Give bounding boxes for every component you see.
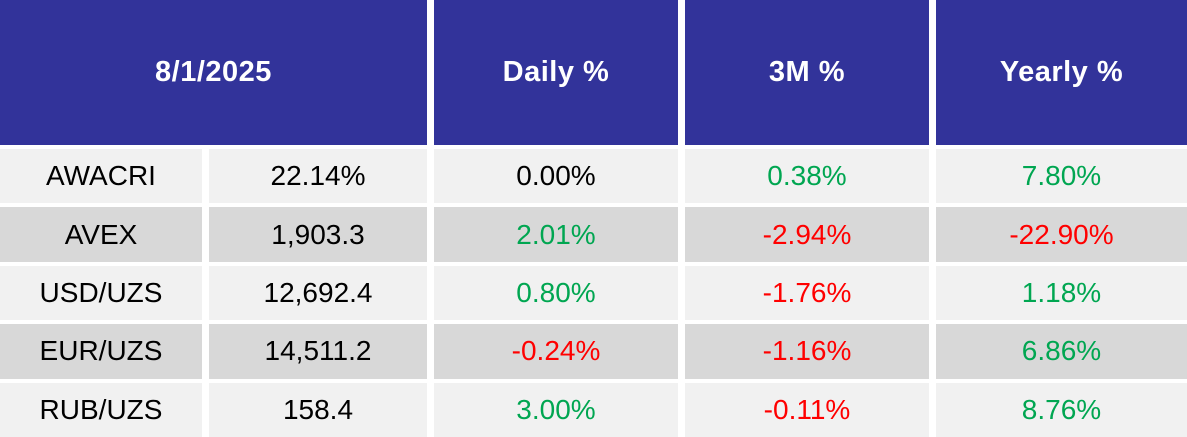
daily-percent-cell: -0.24% bbox=[434, 324, 678, 379]
daily-percent-cell: 0.00% bbox=[434, 149, 678, 204]
header-3m-cell: 3M % bbox=[685, 0, 929, 145]
header-daily-cell: Daily % bbox=[434, 0, 678, 145]
3m-percent-cell: -0.11% bbox=[685, 382, 929, 437]
3m-percent-cell: -1.16% bbox=[685, 324, 929, 379]
instrument-label: RUB/UZS bbox=[0, 382, 202, 437]
yearly-percent-cell: 1.18% bbox=[936, 265, 1187, 321]
instrument-value: 1,903.3 bbox=[209, 207, 427, 262]
instrument-label: AWACRI bbox=[0, 149, 202, 204]
yearly-percent-cell: 8.76% bbox=[936, 382, 1187, 437]
daily-percent-cell: 3.00% bbox=[434, 382, 678, 437]
instrument-value: 22.14% bbox=[209, 149, 427, 204]
3m-percent-cell: -2.94% bbox=[685, 207, 929, 262]
3m-percent-cell: 0.38% bbox=[685, 149, 929, 204]
yearly-percent-cell: 6.86% bbox=[936, 324, 1187, 379]
header-date-cell: 8/1/2025 bbox=[0, 0, 427, 145]
yearly-percent-cell: -22.90% bbox=[936, 207, 1187, 262]
instrument-value: 158.4 bbox=[209, 382, 427, 437]
instrument-label: AVEX bbox=[0, 207, 202, 262]
header-yearly-cell: Yearly % bbox=[936, 0, 1187, 145]
3m-percent-cell: -1.76% bbox=[685, 265, 929, 321]
instrument-label: EUR/UZS bbox=[0, 324, 202, 379]
instrument-label: USD/UZS bbox=[0, 265, 202, 321]
instrument-value: 14,511.2 bbox=[209, 324, 427, 379]
yearly-percent-cell: 7.80% bbox=[936, 149, 1187, 204]
daily-percent-cell: 2.01% bbox=[434, 207, 678, 262]
daily-percent-cell: 0.80% bbox=[434, 265, 678, 321]
instrument-value: 12,692.4 bbox=[209, 265, 427, 321]
